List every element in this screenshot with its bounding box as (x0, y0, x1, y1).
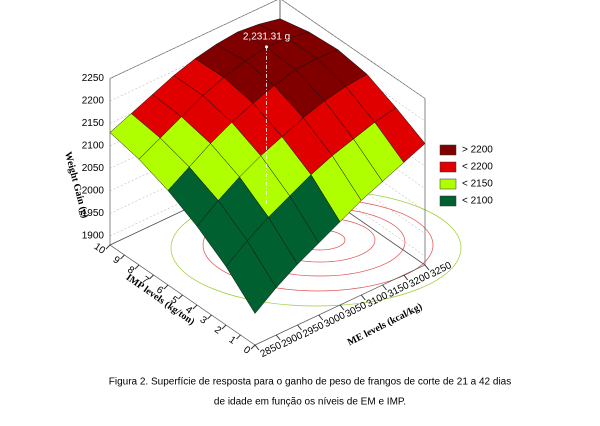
z-tick-label: 2050 (82, 163, 105, 174)
tick-mark (120, 254, 125, 260)
tick-mark (207, 314, 212, 320)
y-tick-label: 9 (111, 254, 122, 266)
y-tick-label: 2 (212, 324, 223, 336)
z-tick-label: 1950 (82, 208, 105, 219)
y-tick-label: 6 (154, 284, 165, 296)
tick-mark (250, 344, 256, 350)
grid-line (109, 155, 426, 257)
tick-mark (424, 264, 430, 271)
annotation-point (265, 45, 268, 49)
legend-swatch (439, 144, 457, 156)
z-tick-label: 2150 (82, 118, 105, 129)
z-tick-label: 2100 (82, 141, 105, 152)
y-tick-label: 7 (140, 274, 151, 286)
y-tick-label: 1 (227, 334, 238, 346)
z-tick-label: 1900 (82, 231, 105, 242)
surface-patch (225, 240, 277, 314)
y-tick-label: 3 (198, 314, 209, 326)
tick-mark (403, 274, 409, 281)
legend-swatch (439, 195, 457, 207)
tick-mark (254, 344, 260, 351)
tick-mark (236, 334, 241, 340)
caption-line: Figura 2. Superfície de resposta para o … (109, 377, 512, 388)
legend-label: < 2200 (462, 162, 493, 173)
tick-mark (178, 294, 183, 300)
z-tick-label: 2250 (82, 73, 105, 84)
tick-mark (318, 314, 324, 321)
legend-label: < 2150 (462, 179, 493, 190)
z-tick-label: 2200 (82, 96, 105, 107)
tick-mark (360, 294, 366, 301)
legend-label: > 2200 (462, 145, 493, 156)
legend-swatch (439, 161, 457, 173)
tick-mark (134, 264, 140, 270)
tick-mark (297, 324, 302, 331)
y-tick-label: 5 (169, 294, 180, 306)
tick-mark (149, 274, 154, 280)
caption-line: de idade em função os níveis de EM e IMP… (214, 397, 406, 408)
tick-mark (339, 304, 345, 311)
tick-mark (105, 244, 111, 250)
y-tick-label: 8 (125, 264, 136, 276)
tick-mark (163, 284, 169, 290)
annotation: 2,231.31 g (243, 32, 290, 43)
tick-mark (382, 284, 387, 291)
tick-mark (221, 324, 227, 330)
tick-mark (192, 304, 198, 310)
tick-mark (275, 334, 281, 341)
legend-label: < 2100 (462, 196, 493, 207)
legend-swatch (439, 178, 457, 190)
grid-line (109, 0, 426, 99)
y-tick-label: 0 (241, 344, 252, 356)
grid-line (109, 133, 426, 234)
z-tick-label: 2000 (82, 186, 105, 197)
y-tick-label: 4 (183, 304, 194, 316)
